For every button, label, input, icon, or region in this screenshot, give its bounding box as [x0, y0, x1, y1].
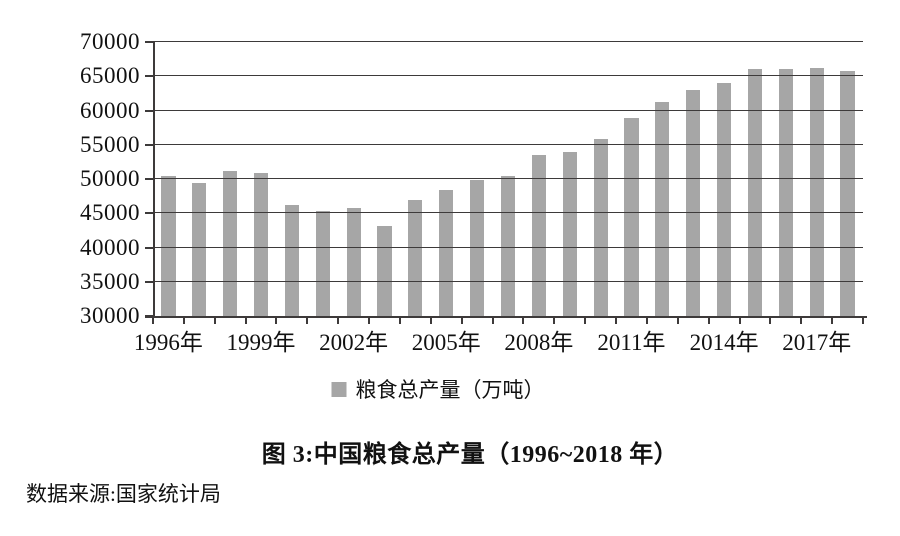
x-axis-label-2002年: 2002年: [319, 330, 389, 355]
x-axis-label-1996年: 1996年: [133, 330, 203, 355]
y-axis-label-45000: 45000: [80, 200, 140, 226]
bar-2018年: [840, 70, 855, 316]
x-tick-1: [182, 317, 185, 324]
bar-2006年: [470, 180, 485, 316]
x-tick-14: [584, 317, 587, 324]
x-tick-18: [707, 317, 710, 324]
gridline-45000: [153, 212, 863, 214]
y-tick-70000: [145, 41, 153, 43]
bar-2011年: [624, 118, 639, 316]
x-tick-8: [398, 317, 401, 324]
y-axis-label-35000: 35000: [80, 268, 140, 294]
gridline-65000: [153, 75, 863, 77]
x-tick-20: [769, 317, 772, 324]
y-axis-label-30000: 30000: [80, 303, 140, 328]
gridline-35000: [153, 280, 863, 282]
legend: 粮食总产量（万吨）: [331, 374, 545, 404]
bar-2008年: [531, 155, 546, 316]
y-axis-label-65000: 65000: [80, 63, 140, 89]
bar-1998年: [223, 170, 238, 316]
y-axis-label-60000: 60000: [80, 97, 140, 123]
x-tick-0: [152, 317, 154, 324]
gridline-60000: [153, 109, 863, 111]
data-source-note: 数据来源:国家统计局: [26, 482, 221, 506]
bar-2013年: [686, 89, 701, 316]
x-tick-23: [862, 317, 864, 324]
gridline-50000: [153, 178, 863, 179]
x-tick-13: [553, 317, 556, 324]
x-tick-3: [244, 317, 247, 324]
x-tick-6: [337, 317, 340, 324]
y-tick-55000: [145, 143, 153, 146]
bar-2002年: [346, 208, 361, 316]
x-axis-label-2005年: 2005年: [411, 330, 481, 355]
bar-2016年: [778, 69, 793, 316]
bar-1999年: [253, 173, 269, 316]
x-tick-19: [738, 317, 741, 324]
y-axis-label-70000: 70000: [80, 29, 140, 54]
x-axis-label-2014年: 2014年: [689, 330, 759, 355]
x-axis-label-2011年: 2011年: [597, 330, 666, 355]
x-tick-21: [800, 317, 803, 324]
x-axis-label-2008年: 2008年: [504, 330, 574, 355]
figure-caption: 图 3:中国粮食总产量（1996~2018 年）: [261, 442, 679, 468]
y-axis-label-55000: 55000: [80, 131, 140, 157]
bar-2001年: [315, 211, 330, 316]
y-tick-60000: [145, 109, 153, 112]
bar-1997年: [192, 183, 207, 316]
gridline-40000: [153, 246, 863, 248]
y-tick-50000: [145, 178, 153, 180]
y-axis-label-50000: 50000: [80, 166, 140, 191]
x-tick-10: [460, 317, 463, 324]
bar-2004年: [408, 199, 423, 316]
y-tick-65000: [145, 75, 153, 78]
x-tick-17: [676, 317, 679, 324]
bar-2012年: [655, 102, 670, 316]
legend-swatch-icon: [331, 381, 347, 397]
x-axis-label-1999年: 1999年: [226, 330, 296, 355]
x-tick-5: [306, 317, 309, 324]
bar-2010年: [593, 138, 608, 316]
y-tick-40000: [145, 246, 153, 249]
bar-2017年: [809, 68, 824, 316]
x-tick-16: [645, 317, 648, 324]
gridline-55000: [153, 143, 863, 145]
x-axis-line: [145, 316, 867, 318]
x-tick-15: [615, 317, 618, 324]
bar-2000年: [284, 204, 299, 316]
x-tick-4: [275, 317, 278, 324]
x-tick-2: [213, 317, 216, 324]
y-axis-line: [153, 42, 155, 318]
bar-2005年: [439, 189, 454, 316]
y-tick-35000: [145, 280, 153, 283]
x-tick-12: [522, 317, 525, 324]
x-tick-9: [429, 317, 432, 324]
x-tick-11: [491, 317, 494, 324]
bar-2009年: [562, 152, 577, 316]
y-tick-45000: [145, 212, 153, 215]
gridline-70000: [153, 41, 863, 42]
legend-label: 粮食总产量（万吨）: [355, 378, 545, 402]
plot-area: [153, 41, 863, 316]
bar-2015年: [747, 69, 763, 316]
x-axis-label-2017年: 2017年: [782, 330, 852, 355]
y-axis-label-40000: 40000: [80, 234, 140, 260]
x-tick-22: [831, 317, 834, 324]
x-tick-7: [368, 317, 371, 324]
bar-2014年: [716, 83, 732, 316]
bar-2003年: [377, 226, 392, 316]
